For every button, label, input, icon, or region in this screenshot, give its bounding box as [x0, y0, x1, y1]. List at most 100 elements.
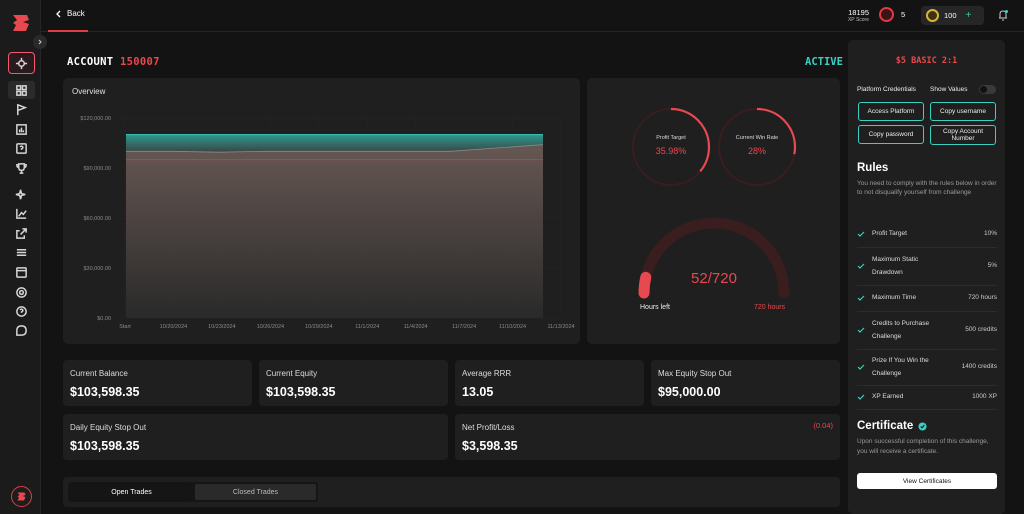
sidebar-item-dashboard[interactable] — [8, 81, 35, 99]
account-label: ACCOUNT — [67, 56, 114, 68]
check-icon — [857, 263, 865, 269]
coin-balance[interactable]: 100 + — [921, 6, 984, 25]
brand-logo-icon[interactable] — [10, 12, 32, 34]
x-tick-label: 10/20/2024 — [160, 324, 188, 330]
certificate-title-text: Certificate — [857, 420, 914, 432]
trades-tab-group: Open Trades Closed Trades — [68, 482, 318, 502]
tab-closed-trades[interactable]: Closed Trades — [195, 484, 316, 500]
sidebar-item-trophy[interactable] — [11, 158, 31, 178]
rule-name: Prize If You Win the Challenge — [872, 357, 929, 377]
rule-row: Maximum Static Drawdown 5% — [857, 248, 997, 286]
current-balance-value: $103,598.35 — [70, 385, 140, 399]
win-rate-label: Current Win Rate — [735, 135, 779, 141]
daily-equity-label: Daily Equity Stop Out — [70, 423, 147, 432]
account-status: ACTIVE — [805, 56, 843, 68]
xp-score: 18195 XP Score — [841, 8, 869, 23]
rule-row: XP Earned 1000 XP — [857, 386, 997, 410]
top-bar: Back 18195 XP Score 5 100 + — [41, 0, 1024, 32]
sidebar-item-chat[interactable] — [11, 320, 31, 340]
x-tick-label: 11/7/2024 — [452, 324, 476, 330]
dashboard-icon — [16, 84, 27, 96]
verified-check-icon — [918, 421, 927, 431]
rule-name: Maximum Time — [872, 294, 917, 301]
profit-target-label: Profit Target — [656, 135, 686, 141]
rules-description: You need to comply with the rules below … — [857, 180, 997, 196]
net-profit-card: Net Profit/Loss $3,598.35 (0.04) — [455, 414, 840, 460]
copy-username-button[interactable]: Copy username — [930, 102, 996, 121]
sidebar — [0, 0, 47, 514]
daily-equity-card: Daily Equity Stop Out $103,598.35 — [63, 414, 448, 460]
chevron-left-icon — [56, 10, 61, 17]
y-tick-label: $30,000.00 — [83, 266, 111, 272]
show-values-label: Show Values — [930, 86, 968, 93]
net-profit-change: (0.04) — [813, 421, 833, 430]
copy-account-number-button[interactable]: Copy Account Number — [930, 125, 996, 145]
token-counter[interactable]: 5 — [879, 7, 905, 22]
hours-total-label: 720 hours — [754, 304, 786, 311]
x-tick-label: 10/26/2024 — [257, 324, 285, 330]
hours-gauge-track — [638, 217, 790, 299]
sidebar-item-external[interactable] — [11, 223, 31, 243]
net-profit-label: Net Profit/Loss — [462, 423, 515, 432]
profit-target-ring — [631, 107, 711, 187]
y-tick-label: $90,000.00 — [83, 166, 111, 172]
back-underline — [48, 30, 88, 32]
credentials-label: Platform Credentials — [857, 86, 916, 93]
gear-icon — [15, 286, 27, 298]
token-count: 5 — [901, 10, 906, 19]
sliders-icon — [16, 248, 26, 256]
max-equity-card: Max Equity Stop Out $95,000.00 — [651, 360, 840, 406]
sidebar-item-sparkle[interactable] — [11, 184, 31, 204]
daily-equity-value: $103,598.35 — [70, 439, 140, 453]
net-profit-value: $3,598.35 — [462, 439, 518, 453]
check-icon — [857, 231, 865, 237]
sidebar-item-flag[interactable] — [11, 99, 31, 119]
sidebar-item-filter[interactable] — [11, 242, 31, 262]
access-platform-button[interactable]: Access Platform — [858, 102, 924, 121]
sidebar-item-trend[interactable] — [11, 203, 31, 223]
back-button[interactable]: Back — [55, 9, 85, 18]
sidebar-item-stats[interactable] — [11, 119, 31, 139]
rule-value: 10% — [983, 230, 997, 237]
sidebar-item-target[interactable] — [8, 52, 35, 74]
sidebar-item-window[interactable] — [11, 262, 31, 282]
chat-icon — [15, 324, 27, 336]
rules-title: Rules — [857, 162, 889, 174]
copy-password-button[interactable]: Copy password — [858, 125, 924, 144]
average-rrr-value: 13.05 — [462, 385, 494, 399]
rule-value: 1000 XP — [972, 393, 997, 400]
rule-name: Maximum Static Drawdown — [872, 256, 919, 276]
current-balance-label: Current Balance — [70, 369, 128, 378]
add-coins-icon[interactable]: + — [965, 10, 972, 21]
series-area — [126, 144, 543, 318]
sidebar-item-settings[interactable] — [11, 282, 31, 302]
overview-title: Overview — [72, 87, 106, 96]
y-tick-label: $120,000.00 — [80, 116, 111, 122]
tab-open-trades[interactable]: Open Trades — [70, 484, 193, 500]
rule-name: Profit Target — [872, 230, 907, 237]
avatar[interactable] — [11, 486, 32, 507]
show-values-toggle[interactable] — [979, 85, 996, 94]
sidebar-item-faq[interactable] — [11, 301, 31, 321]
coin-icon — [926, 9, 939, 22]
chevron-right-icon[interactable] — [33, 35, 47, 49]
question-box-icon — [15, 142, 27, 154]
current-equity-card: Current Equity $103,598.35 — [259, 360, 448, 406]
hours-value: 52/720 — [691, 270, 737, 287]
window-icon — [15, 266, 27, 278]
help-circle-icon — [15, 305, 27, 317]
x-tick-label: 10/29/2024 — [305, 324, 333, 330]
coin-count: 100 — [944, 11, 957, 20]
sidebar-item-help[interactable] — [11, 138, 31, 158]
win-rate-value: 28% — [747, 146, 766, 156]
bell-icon[interactable] — [997, 9, 1009, 21]
rule-row: Prize If You Win the Challenge 1400 credi… — [857, 350, 997, 386]
xp-label: XP Score — [847, 17, 869, 23]
flag-icon — [16, 103, 27, 115]
trophy-icon — [15, 162, 27, 174]
series-line — [126, 144, 544, 153]
average-rrr-label: Average RRR — [462, 369, 512, 378]
rule-value: 1400 credits — [961, 363, 997, 370]
gauges-svg — [631, 107, 797, 299]
view-certificates-button[interactable]: View Certificates — [857, 473, 997, 489]
